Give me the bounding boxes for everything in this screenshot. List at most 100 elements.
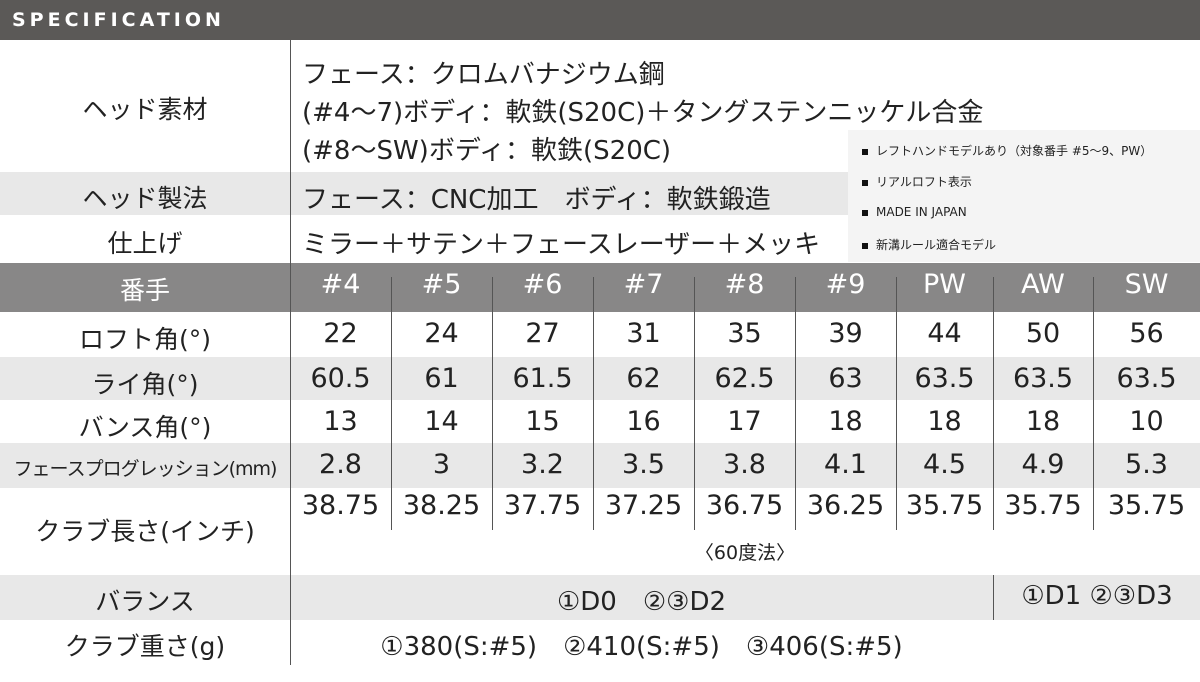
row-weight: クラブ重さ(g) ①380(S:#5) ②410(S:#5) ③406(S:#5… — [0, 620, 1200, 665]
cell-value: 14 — [424, 406, 459, 437]
row-head-material: ヘッド素材 フェース：クロムバナジウム鋼 (#4～7)ボディ：軟鉄(S20C)＋… — [0, 40, 1200, 172]
cell-value: 15 — [525, 406, 560, 437]
cell-value: 35 — [727, 318, 762, 349]
divider — [694, 312, 695, 357]
row-label: ヘッド製法 — [82, 184, 208, 213]
divider — [993, 443, 994, 488]
balance-value-4-pw: ①D0 ②③D2 — [556, 587, 727, 617]
row-label: クラブ長さ(インチ) — [35, 517, 255, 546]
note-item: レフトハンドモデルあり（対象番手 #5～9、PW） — [862, 142, 1152, 159]
row-label: フェースプログレッション(mm) — [13, 458, 278, 480]
cell-value: #5 — [421, 269, 462, 300]
divider — [1093, 443, 1094, 488]
cell-value: #4 — [320, 269, 361, 300]
row-progression: フェースプログレッション(mm) 2.8 3 3.2 3.5 3.8 4.1 4.5 4.9 5.… — [0, 443, 1200, 488]
label-divider — [290, 40, 291, 665]
divider — [391, 277, 392, 312]
row-club-numbers: 番手 #4 #5 #6 #7 #8 #9 PW AW SW — [0, 263, 1200, 312]
cell-value: #9 — [825, 269, 866, 300]
finish-value: ミラー＋サテン＋フェースレーザー＋メッキ — [302, 230, 821, 260]
cell-value: 4.1 — [824, 449, 867, 480]
cell-value: 4.9 — [1021, 449, 1065, 480]
divider — [993, 312, 994, 357]
cell-value: 22 — [323, 318, 358, 349]
divider — [896, 443, 897, 488]
row-label: 番手 — [119, 276, 170, 305]
cell-value: #6 — [522, 269, 563, 300]
row-label: ライ角(°) — [91, 370, 199, 399]
divider — [492, 312, 493, 357]
bullet-icon — [862, 242, 868, 249]
note-item: 新溝ルール適合モデル — [862, 236, 996, 253]
head-material-line: フェース：クロムバナジウム鋼 — [302, 60, 665, 90]
note-item: MADE IN JAPAN — [862, 205, 967, 219]
cell-value: 16 — [626, 406, 661, 437]
row-finish: 仕上げ ミラー＋サテン＋フェースレーザー＋メッキ — [0, 215, 1200, 263]
head-material-line: (#8～SW)ボディ：軟鉄(S20C) — [302, 136, 672, 166]
cell-value: 18 — [927, 406, 962, 437]
bullet-icon — [862, 148, 868, 155]
cell-value: 60.5 — [310, 363, 371, 394]
divider — [993, 575, 994, 620]
row-label: バンス角(°) — [78, 413, 212, 442]
divider — [896, 488, 897, 530]
cell-value: 36.75 — [705, 490, 784, 521]
cell-value: 35.75 — [1107, 490, 1186, 521]
cell-value: 56 — [1129, 318, 1164, 349]
divider — [593, 312, 594, 357]
divider — [896, 277, 897, 312]
cell-value: 3 — [432, 449, 451, 480]
section-title: SPECIFICATION — [0, 0, 1200, 40]
row-label: クラブ重さ(g) — [64, 632, 226, 661]
cell-value: 39 — [828, 318, 863, 349]
divider — [391, 357, 392, 400]
divider — [993, 488, 994, 530]
cell-value: 63 — [828, 363, 863, 394]
divider — [896, 312, 897, 357]
divider — [993, 277, 994, 312]
cell-value: 2.8 — [319, 449, 362, 480]
cell-value: 37.75 — [503, 490, 582, 521]
cell-value: 18 — [1025, 406, 1061, 437]
cell-value: #7 — [623, 269, 664, 300]
divider — [391, 443, 392, 488]
cell-value: 61.5 — [512, 363, 573, 394]
divider — [593, 443, 594, 488]
row-label: ヘッド素材 — [82, 95, 208, 124]
cell-value: 3.8 — [723, 449, 766, 480]
cell-value: 10 — [1129, 406, 1164, 437]
divider — [694, 400, 695, 443]
divider — [1093, 312, 1094, 357]
divider — [492, 443, 493, 488]
divider — [593, 357, 594, 400]
cell-value: 63.5 — [914, 363, 975, 394]
cell-value: 38.25 — [402, 490, 481, 521]
divider — [1093, 400, 1094, 443]
notes-box: レフトハンドモデルあり（対象番手 #5～9、PW） リアルロフト表示 MADE … — [848, 130, 1200, 262]
cell-value: AW — [1021, 269, 1065, 300]
divider — [896, 357, 897, 400]
divider — [492, 357, 493, 400]
divider — [795, 400, 796, 443]
divider — [993, 357, 994, 400]
row-length: クラブ長さ(インチ) 38.75 38.25 37.75 37.25 36.75 36.25… — [0, 488, 1200, 575]
cell-value: 3.5 — [622, 449, 665, 480]
divider — [492, 488, 493, 530]
cell-value: 5.3 — [1125, 449, 1168, 480]
divider — [993, 400, 994, 443]
head-material-line: (#4～7)ボディ：軟鉄(S20C)＋タングステンニッケル合金 — [302, 98, 984, 128]
cell-value: 44 — [927, 318, 962, 349]
length-note: 〈60度法〉 — [694, 542, 796, 564]
row-label: バランス — [95, 587, 195, 616]
cell-value: 50 — [1025, 318, 1061, 349]
cell-value: 63.5 — [1116, 363, 1177, 394]
divider — [391, 400, 392, 443]
cell-value: 18 — [828, 406, 863, 437]
cell-value: 31 — [626, 318, 661, 349]
divider — [1093, 277, 1094, 312]
row-loft: ロフト角(°) 22 24 27 31 35 39 44 50 56 — [0, 312, 1200, 357]
cell-value: 37.25 — [604, 490, 683, 521]
cell-value: PW — [923, 269, 966, 300]
row-label: ロフト角(°) — [78, 325, 211, 354]
row-lie: ライ角(°) 60.5 61 61.5 62 62.5 63 63.5 63.5 63.5 — [0, 357, 1200, 400]
